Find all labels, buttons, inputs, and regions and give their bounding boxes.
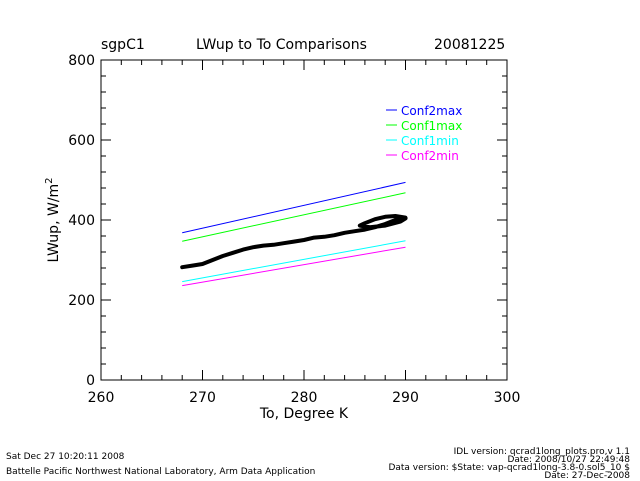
x-tick-label: 270 bbox=[189, 390, 216, 406]
chart-date: 20081225 bbox=[434, 37, 506, 53]
series-line-conf1max bbox=[182, 192, 406, 242]
series-line-conf2max bbox=[182, 181, 406, 234]
footer-data-version: Data version: $State: vap-qcrad1long-3.8… bbox=[388, 463, 630, 473]
y-tick-label: 600 bbox=[68, 133, 95, 149]
x-tick-label: 300 bbox=[494, 390, 521, 406]
series-line-conf1min bbox=[182, 240, 406, 283]
x-tick-label: 260 bbox=[88, 390, 115, 406]
footer-idl-version: IDL version: qcrad1long_plots.pro,v 1.1 bbox=[453, 447, 630, 457]
footer-timestamp: Sat Dec 27 10:20:11 2008 bbox=[6, 452, 125, 462]
y-tick-label: 400 bbox=[68, 213, 95, 229]
series-line-conf2min bbox=[182, 246, 406, 287]
footer-organization: Battelle Pacific Northwest National Labo… bbox=[6, 467, 316, 477]
chart-series bbox=[180, 181, 408, 287]
legend-label: Conf2min bbox=[401, 149, 459, 163]
observed-data-line bbox=[180, 214, 408, 270]
x-axis-label: To, Degree K bbox=[259, 406, 349, 422]
chart-title: LWup to To Comparisons bbox=[196, 37, 367, 53]
footer-file-date: Date: 2008/10/27 22:49:48 bbox=[507, 455, 630, 465]
legend-label: Conf2max bbox=[401, 104, 462, 118]
y-tick-label: 200 bbox=[68, 293, 95, 309]
legend-label: Conf1max bbox=[401, 119, 462, 133]
y-axis-label-superscript: 2 bbox=[44, 177, 55, 183]
site-label: sgpC1 bbox=[101, 37, 145, 53]
x-tick-label: 280 bbox=[291, 390, 318, 406]
y-tick-label: 0 bbox=[86, 373, 95, 389]
footer-data-date: Date: 27-Dec-2008 bbox=[544, 471, 630, 481]
y-axis-label: LWup, W/m2 bbox=[44, 177, 62, 262]
x-tick-label: 290 bbox=[392, 390, 419, 406]
y-tick-label: 800 bbox=[68, 53, 95, 69]
legend-label: Conf1min bbox=[401, 134, 459, 148]
chart-axes: 260 270 280 290 300 0 200 400 600 800 To, Degree K… bbox=[44, 53, 520, 422]
